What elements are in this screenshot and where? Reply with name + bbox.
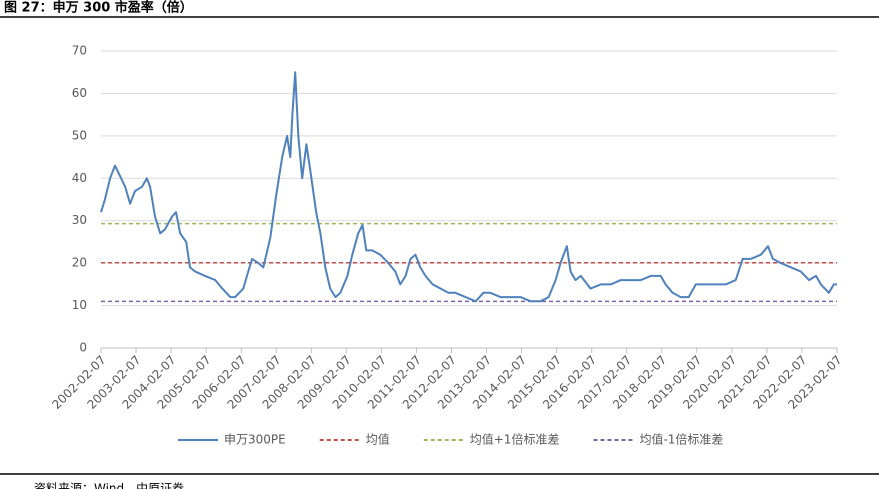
y-tick-label: 10	[72, 298, 87, 312]
legend-label: 均值-1倍标准差	[639, 432, 723, 447]
source-note: 资料来源：Wind，中原证券	[34, 481, 184, 489]
y-tick-label: 0	[79, 341, 87, 355]
legend-label: 申万300PE	[224, 433, 286, 447]
y-tick-label: 20	[72, 256, 87, 270]
chart-title: 图 27：申万 300 市盈率（倍）	[4, 0, 193, 16]
legend-label: 均值+1倍标准差	[470, 432, 560, 447]
legend-label: 均值	[366, 432, 390, 447]
y-tick-label: 40	[72, 171, 87, 185]
y-tick-label: 60	[72, 86, 87, 100]
data-line	[100, 71, 837, 303]
y-tick-label: 50	[72, 128, 87, 142]
y-tick-label: 70	[72, 44, 87, 58]
y-tick-label: 30	[72, 213, 87, 227]
